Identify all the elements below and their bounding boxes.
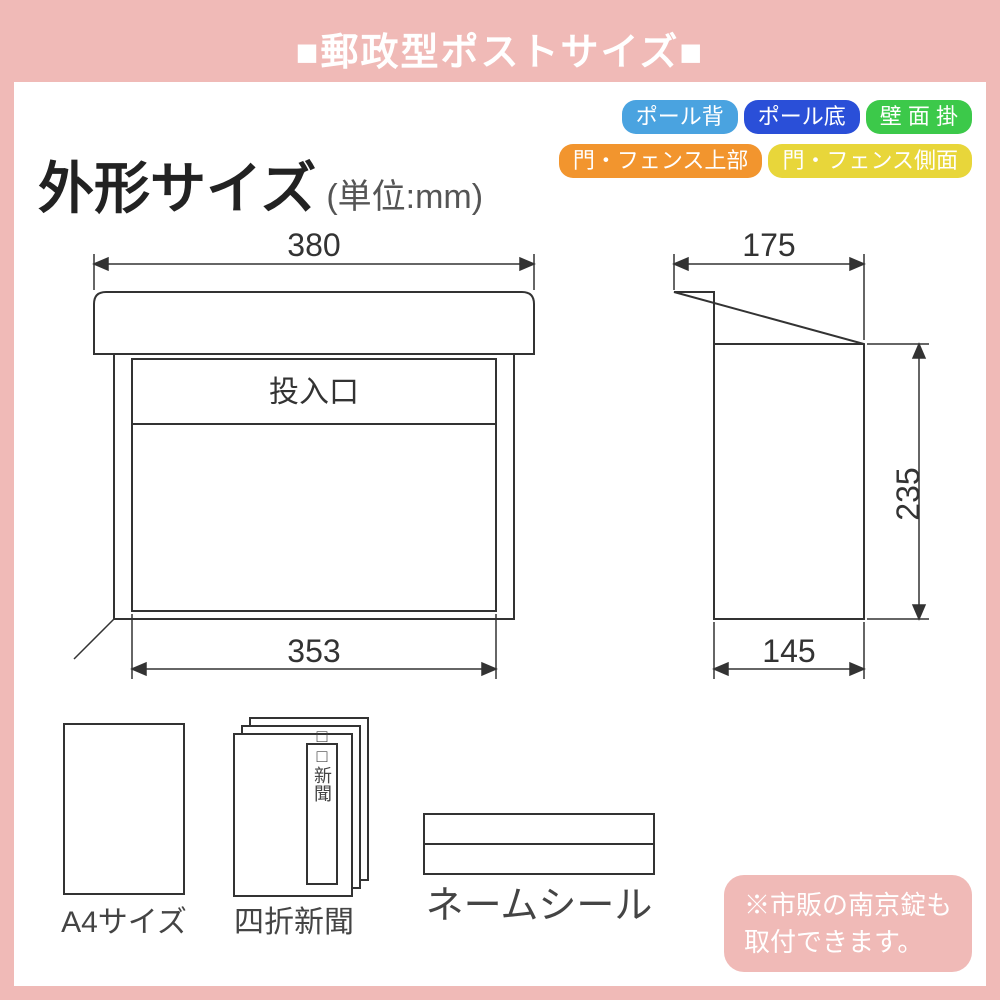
header-title: ■郵政型ポストサイズ■ [296, 21, 705, 76]
note-box: ※市販の南京錠も 取付できます。 [724, 875, 972, 972]
dim-side-top: 175 [742, 227, 795, 263]
title-main: 外形サイズ [38, 144, 316, 225]
badge-pole-back: ポール背 [622, 100, 738, 134]
item-namesticker-label: ネームシール [426, 885, 653, 927]
item-newspaper-label: 四折新聞 [234, 906, 354, 939]
newspaper-text: □□新聞 [312, 726, 332, 802]
title-unit: (単位:mm) [326, 169, 483, 218]
note-line1: ※市販の南京錠も [744, 890, 952, 920]
title-row: 外形サイズ (単位:mm) [38, 144, 483, 225]
slot-label: 投入口 [269, 376, 359, 409]
badge-gate-side: 門・フェンス側面 [768, 144, 972, 178]
header-bar: ■郵政型ポストサイズ■ [14, 14, 986, 82]
item-a4-label: A4サイズ [61, 906, 187, 939]
dim-front-bottom: 353 [287, 633, 340, 669]
badge-pole-bottom: ポール底 [744, 100, 860, 134]
badge-gate-top: 門・フェンス上部 [559, 144, 763, 178]
outer-frame: ■郵政型ポストサイズ■ ポール背 ポール底 壁 面 掛 門・フェンス上部 門・フ… [0, 0, 1000, 1000]
dim-side-height: 235 [890, 467, 926, 520]
diagram-area: 380 353 投入口 175 145 235 [14, 214, 986, 694]
dim-front-top: 380 [287, 227, 340, 263]
dim-side-bottom: 145 [762, 633, 815, 669]
badge-wall: 壁 面 掛 [866, 100, 972, 134]
note-line2: 取付できます。 [744, 927, 923, 957]
badges-row-2: 門・フェンス上部 門・フェンス側面 [559, 144, 972, 178]
dimension-diagram: 380 353 投入口 175 145 235 [14, 214, 986, 694]
badges-row-1: ポール背 ポール底 壁 面 掛 [622, 100, 972, 134]
